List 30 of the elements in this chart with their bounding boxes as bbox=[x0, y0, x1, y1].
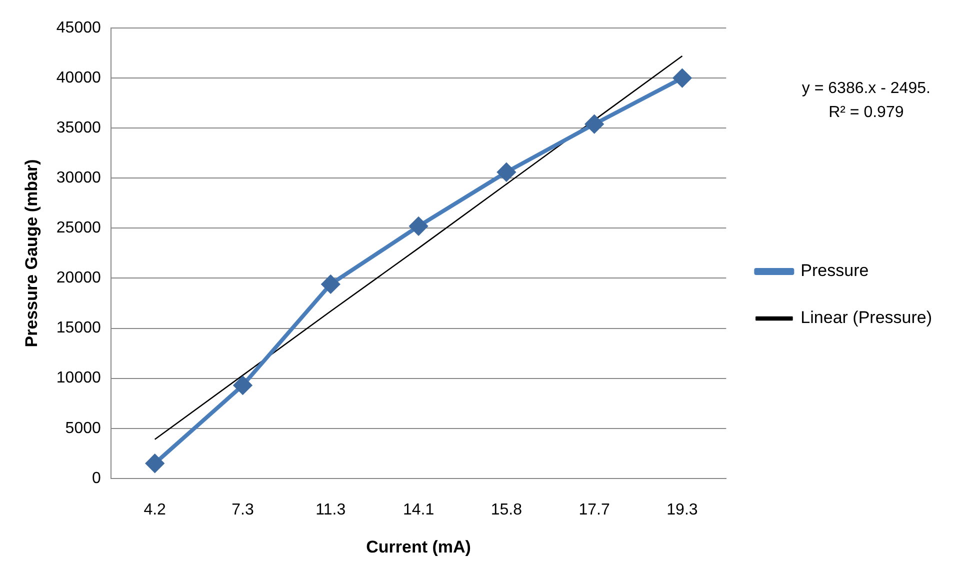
point bbox=[497, 163, 516, 182]
x-tick-label: 17.7 bbox=[578, 501, 610, 518]
point bbox=[673, 69, 692, 88]
x-tick-label: 19.3 bbox=[666, 501, 698, 518]
y-tick-label: 45000 bbox=[56, 19, 101, 36]
y-tick-label: 25000 bbox=[56, 220, 101, 237]
y-tick-label: 5000 bbox=[65, 420, 101, 437]
point bbox=[146, 454, 164, 472]
point bbox=[322, 275, 340, 294]
x-tick-label: 11.3 bbox=[316, 501, 346, 518]
y-tick-label: 35000 bbox=[56, 119, 101, 136]
y-axis-title: Pressure Gauge (mbar) bbox=[22, 159, 41, 348]
point bbox=[410, 217, 428, 236]
x-tick-label: 14.1 bbox=[402, 501, 434, 518]
y-tick-label: 30000 bbox=[56, 170, 101, 187]
x-axis-title: Current (mA) bbox=[366, 537, 471, 556]
x-tick-label: 15.8 bbox=[490, 501, 522, 518]
point bbox=[585, 115, 604, 134]
legend-label: Linear (Pressure) bbox=[800, 308, 932, 328]
y-tick-label: 10000 bbox=[56, 370, 101, 387]
y-tick-label: 0 bbox=[92, 470, 101, 487]
legend-label: Pressure bbox=[800, 261, 869, 280]
y-tick-label: 15000 bbox=[56, 320, 101, 337]
x-tick-label: 7.3 bbox=[232, 501, 254, 518]
y-tick-label: 20000 bbox=[56, 270, 101, 287]
point bbox=[234, 376, 252, 394]
text: y = 6386.x - 2495. bbox=[802, 80, 930, 97]
x-tick-label: 4.2 bbox=[144, 501, 166, 518]
text: R² = 0.979 bbox=[828, 104, 904, 121]
y-tick-label: 40000 bbox=[56, 69, 101, 86]
